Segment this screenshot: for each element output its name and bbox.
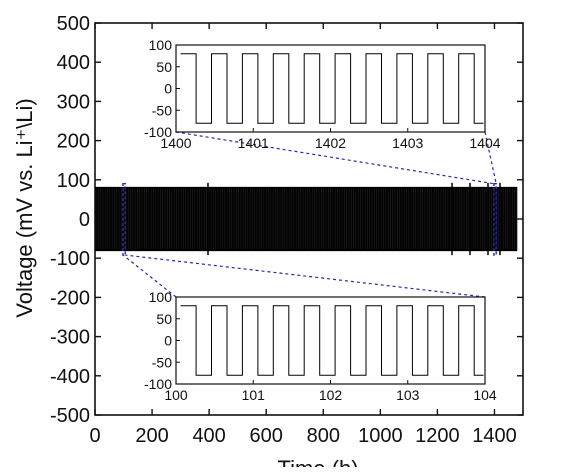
inset-y-tick-label: -50 xyxy=(152,102,172,118)
inset-y-tick-label: -100 xyxy=(144,124,172,140)
main-data-band xyxy=(95,182,518,256)
x-tick-label: 800 xyxy=(307,425,340,447)
x-tick-label: 0 xyxy=(89,425,100,447)
y-axis-label: Voltage (mV vs. Li⁺\Li) xyxy=(12,98,37,317)
inset-y-tick-label: 0 xyxy=(164,81,172,97)
y-tick-label: 300 xyxy=(57,91,90,113)
y-tick-label: -300 xyxy=(50,327,90,349)
inset-voltage-trace xyxy=(180,305,484,376)
inset-x-tick-label: 100 xyxy=(164,387,188,403)
inset-y-tick-label: -50 xyxy=(152,354,172,370)
inset-y-tick-label: 50 xyxy=(156,311,172,327)
x-tick-label: 600 xyxy=(250,425,283,447)
voltage-band xyxy=(95,186,518,252)
y-tick-label: 200 xyxy=(57,131,90,153)
inset-x-tick-label: 1402 xyxy=(315,135,346,151)
inset-x-tick-label: 1401 xyxy=(238,135,269,151)
x-tick-label: 1000 xyxy=(358,425,403,447)
y-tick-label: 500 xyxy=(57,13,90,35)
x-tick-label: 400 xyxy=(192,425,225,447)
inset-voltage-trace xyxy=(180,53,484,124)
x-tick-label: 1400 xyxy=(472,425,517,447)
inset-y-tick-label: 0 xyxy=(164,333,172,349)
y-tick-label: -500 xyxy=(50,405,90,427)
zoom-highlight-box xyxy=(122,183,126,256)
inset-x-tick-label: 102 xyxy=(319,387,343,403)
x-tick-label: 200 xyxy=(135,425,168,447)
inset-y-tick-label: 50 xyxy=(156,59,172,75)
inset-x-tick-label: 1400 xyxy=(160,135,191,151)
inset-x-tick-label: 103 xyxy=(396,387,420,403)
y-tick-label: 400 xyxy=(57,52,90,74)
x-tick-label: 1200 xyxy=(415,425,460,447)
x-axis-label: Time (h) xyxy=(277,456,358,467)
inset-x-tick-label: 1404 xyxy=(469,135,500,151)
zoom-connectors xyxy=(122,131,497,298)
y-tick-label: 100 xyxy=(57,170,90,192)
y-tick-label: -400 xyxy=(50,366,90,388)
connector-bottom-left xyxy=(122,254,177,298)
inset-x-tick-label: 104 xyxy=(473,387,497,403)
connector-top-right xyxy=(484,131,497,184)
inset-y-tick-label: -100 xyxy=(144,376,172,392)
zoom-highlight-box xyxy=(493,183,497,256)
y-tick-label: 0 xyxy=(79,209,90,231)
inset-x-tick-label: 1403 xyxy=(392,135,423,151)
inset-frame xyxy=(175,44,486,133)
inset-frame xyxy=(175,296,486,385)
inset-y-tick-label: 100 xyxy=(149,37,173,53)
cycle-lines xyxy=(95,188,518,250)
y-tick-label: -100 xyxy=(50,248,90,270)
y-tick-label: -200 xyxy=(50,287,90,309)
inset-y-tick-label: 100 xyxy=(149,289,173,305)
connector-bottom-right xyxy=(125,254,486,298)
inset-x-tick-label: 101 xyxy=(242,387,266,403)
